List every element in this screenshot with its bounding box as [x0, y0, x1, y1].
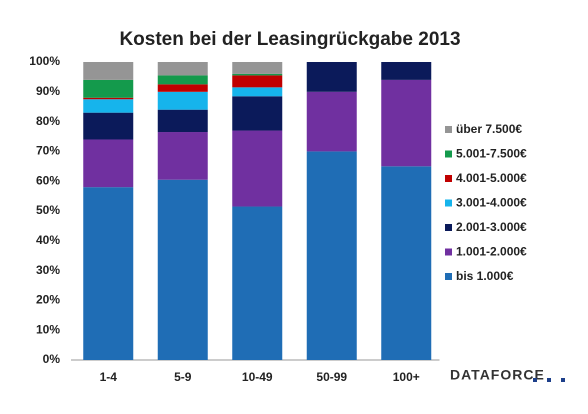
- bar-segment: [306, 151, 357, 360]
- x-tick-label: 100+: [393, 370, 420, 384]
- bar-segment: [232, 62, 283, 74]
- bar-segment: [157, 75, 208, 85]
- bar-segment: [157, 62, 208, 76]
- bar-segment: [157, 179, 208, 360]
- legend-swatch: [445, 224, 452, 231]
- legend-swatch: [445, 273, 452, 280]
- chart-title: Kosten bei der Leasingrückgabe 2013: [119, 29, 460, 50]
- bar-segment: [83, 112, 134, 140]
- bar-segment: [83, 99, 134, 113]
- bar-segment: [306, 62, 357, 92]
- bar-segment: [232, 73, 283, 76]
- bar-segment: [381, 79, 432, 167]
- bar-segment: [306, 91, 357, 152]
- legend-label: bis 1.000€: [456, 269, 514, 283]
- legend-swatch: [445, 199, 452, 207]
- x-tick-label: 10-49: [242, 370, 273, 384]
- legend-label: 3.001-4.000€: [456, 196, 527, 210]
- legend-swatch: [445, 126, 452, 133]
- legend-label: 4.001-5.000€: [456, 171, 527, 185]
- bar-segment: [381, 166, 432, 360]
- logo: DATAFORCE: [450, 367, 545, 383]
- legend-swatch: [445, 175, 452, 182]
- bar-segment: [232, 130, 283, 207]
- legend-swatch: [445, 248, 452, 256]
- logo-dots: [533, 378, 565, 382]
- x-tick-label: 1-4: [100, 370, 118, 384]
- y-tick-label: 90%: [36, 84, 60, 98]
- y-tick-label: 20%: [36, 293, 60, 307]
- legend-label: 2.001-3.000€: [456, 220, 527, 234]
- bar-segment: [232, 75, 283, 88]
- bar-segment: [232, 87, 283, 97]
- bar-segment: [157, 109, 208, 133]
- bar-segment: [83, 139, 134, 188]
- y-tick-label: 40%: [36, 233, 60, 247]
- bar-segment: [83, 79, 134, 98]
- bar-segment: [83, 187, 134, 360]
- bar-segment: [83, 97, 134, 100]
- y-tick-label: 50%: [36, 203, 60, 217]
- bar-segment: [381, 62, 432, 80]
- y-tick-label: 80%: [36, 114, 60, 128]
- bar-segment: [83, 62, 134, 80]
- bar-segment: [157, 84, 208, 92]
- legend-swatch: [445, 150, 452, 158]
- x-tick-label: 5-9: [174, 370, 192, 384]
- y-tick-label: 60%: [36, 173, 60, 187]
- legend-label: über 7.500€: [456, 122, 522, 136]
- bar-segment: [232, 96, 283, 131]
- bar-segment: [232, 206, 283, 360]
- y-tick-label: 100%: [29, 54, 60, 68]
- y-tick-label: 30%: [36, 263, 60, 277]
- y-tick-label: 10%: [36, 322, 60, 336]
- legend-label: 5.001-7.500€: [456, 147, 527, 161]
- bar-segment: [157, 132, 208, 180]
- legend-label: 1.001-2.000€: [456, 245, 527, 259]
- y-tick-label: 70%: [36, 144, 60, 158]
- y-tick-label: 0%: [43, 352, 61, 366]
- x-tick-label: 50-99: [316, 370, 347, 384]
- bar-segment: [157, 91, 208, 110]
